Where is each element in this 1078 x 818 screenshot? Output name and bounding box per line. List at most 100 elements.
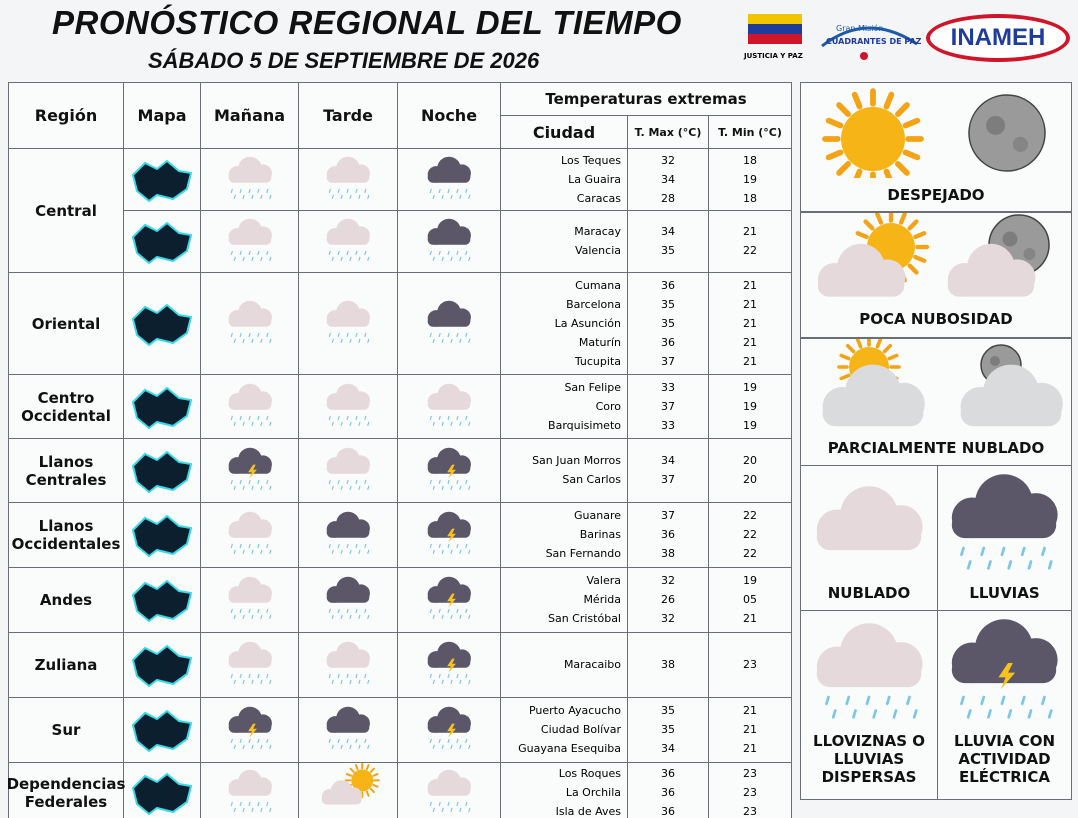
min-cell [708, 374, 792, 439]
bolt [447, 723, 456, 738]
drop [447, 250, 450, 255]
drop [256, 479, 259, 484]
drop [248, 543, 251, 549]
legend-box [800, 212, 1072, 338]
drop [346, 738, 349, 744]
cloud [427, 383, 471, 410]
drop [259, 421, 262, 426]
cloud [326, 641, 370, 668]
cloud [228, 769, 272, 796]
max-temp: 35 [661, 297, 675, 311]
drop [450, 256, 453, 261]
drop [438, 415, 441, 420]
drop [852, 709, 857, 719]
forecast-cell [298, 502, 398, 568]
ray [913, 254, 927, 263]
drop [441, 744, 444, 749]
drop [465, 738, 468, 744]
col-extremes: Temperaturas extremas [500, 82, 792, 116]
drop [465, 608, 468, 614]
legend-label: LLUVIA CON ACTIVIDAD ELÉCTRICA [953, 732, 1056, 786]
forecast-cell [397, 210, 501, 273]
region-map [131, 450, 193, 493]
drop [358, 744, 361, 749]
drop [265, 543, 268, 549]
city-name: Guanare [574, 509, 621, 522]
drop [432, 679, 435, 684]
drop [355, 608, 358, 614]
drop [441, 421, 444, 426]
cloud [228, 383, 272, 410]
col-night: Noche [397, 82, 501, 149]
ray [907, 219, 919, 231]
weather-icon [326, 383, 370, 426]
mission-line2: CUADRANTES DE PAZ [826, 37, 922, 46]
cloud [427, 156, 471, 183]
forecast-cell [397, 272, 501, 375]
drop [1027, 709, 1033, 719]
map-shape [131, 514, 193, 558]
drop [349, 194, 352, 199]
cloud [427, 511, 471, 538]
drop [349, 614, 352, 619]
drop [447, 479, 450, 484]
min-temp: 05 [743, 593, 757, 606]
drop [233, 338, 236, 343]
min-cell [708, 697, 792, 763]
max-temp: 38 [661, 547, 675, 560]
date: SÁBADO 5 DE SEPTIEMBRE DE 2026 [148, 48, 540, 73]
min-temp: 19 [743, 574, 757, 587]
drop [987, 709, 992, 719]
drop [438, 332, 441, 337]
drop [355, 673, 358, 679]
cloud [951, 474, 1058, 539]
drop [259, 338, 262, 343]
puff [947, 275, 1035, 297]
region-name: Llanos Occidentales [8, 502, 124, 568]
drop [346, 250, 349, 255]
max-temp: 32 [661, 612, 675, 625]
ray [365, 763, 370, 770]
drop [242, 614, 245, 619]
drop [355, 332, 358, 337]
cloud [326, 300, 370, 327]
drop [346, 543, 349, 549]
drop [256, 738, 259, 744]
drop [230, 543, 233, 549]
min-temp: 19 [743, 380, 757, 394]
drop [328, 188, 331, 193]
forecast-cell [200, 502, 299, 568]
min-temp: 23 [743, 785, 757, 799]
col-region: Región [8, 82, 124, 149]
forecast-cell [298, 632, 398, 698]
drop [242, 256, 245, 261]
drop [459, 744, 462, 749]
city-name: San Juan Morros [532, 454, 621, 467]
city-name: Coro [595, 399, 621, 413]
drop [438, 479, 441, 484]
puff [326, 592, 370, 603]
drop [331, 194, 334, 199]
drop [265, 608, 268, 614]
drop [340, 744, 343, 749]
drop [358, 194, 361, 199]
weather-icon [427, 511, 471, 554]
drop [230, 479, 233, 484]
legend-icon [816, 623, 923, 719]
drop [367, 614, 370, 619]
max-temp: 36 [661, 804, 675, 818]
puff [326, 657, 370, 668]
forecast-cell [200, 148, 299, 211]
drop [468, 485, 471, 490]
weather-icon [321, 762, 380, 805]
cloud [228, 511, 272, 538]
drop [367, 421, 370, 426]
drop [364, 250, 367, 255]
cloud [817, 243, 906, 297]
drop [248, 332, 251, 337]
city-name: San Fernando [545, 547, 621, 560]
drop [966, 560, 972, 570]
drop [438, 188, 441, 193]
puff [822, 401, 924, 427]
drop [429, 479, 432, 484]
